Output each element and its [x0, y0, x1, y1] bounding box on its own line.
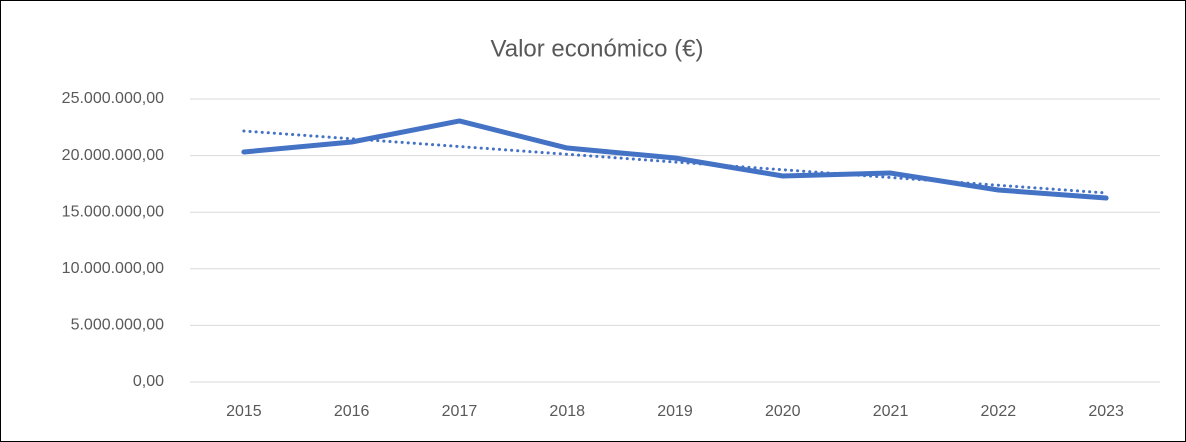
y-tick-label: 25.000.000,00 — [62, 90, 164, 107]
y-tick-label: 15.000.000,00 — [62, 203, 164, 220]
x-tick-label: 2018 — [549, 403, 585, 420]
y-tick-label: 20.000.000,00 — [62, 147, 164, 164]
x-tick-label: 2022 — [981, 403, 1017, 420]
x-tick-label: 2016 — [334, 403, 370, 420]
x-tick-label: 2019 — [657, 403, 693, 420]
x-tick-label: 2023 — [1088, 403, 1124, 420]
x-tick-label: 2015 — [226, 403, 262, 420]
y-tick-label: 0,00 — [133, 373, 164, 390]
chart-title: Valor económico (€) — [491, 35, 704, 62]
data-line — [241, 118, 1109, 201]
y-tick-label: 10.000.000,00 — [62, 260, 164, 277]
y-tick-label: 5.000.000,00 — [71, 317, 165, 334]
x-tick-label: 2021 — [873, 403, 909, 420]
x-tick-label: 2017 — [442, 403, 478, 420]
x-tick-label: 2020 — [765, 403, 801, 420]
